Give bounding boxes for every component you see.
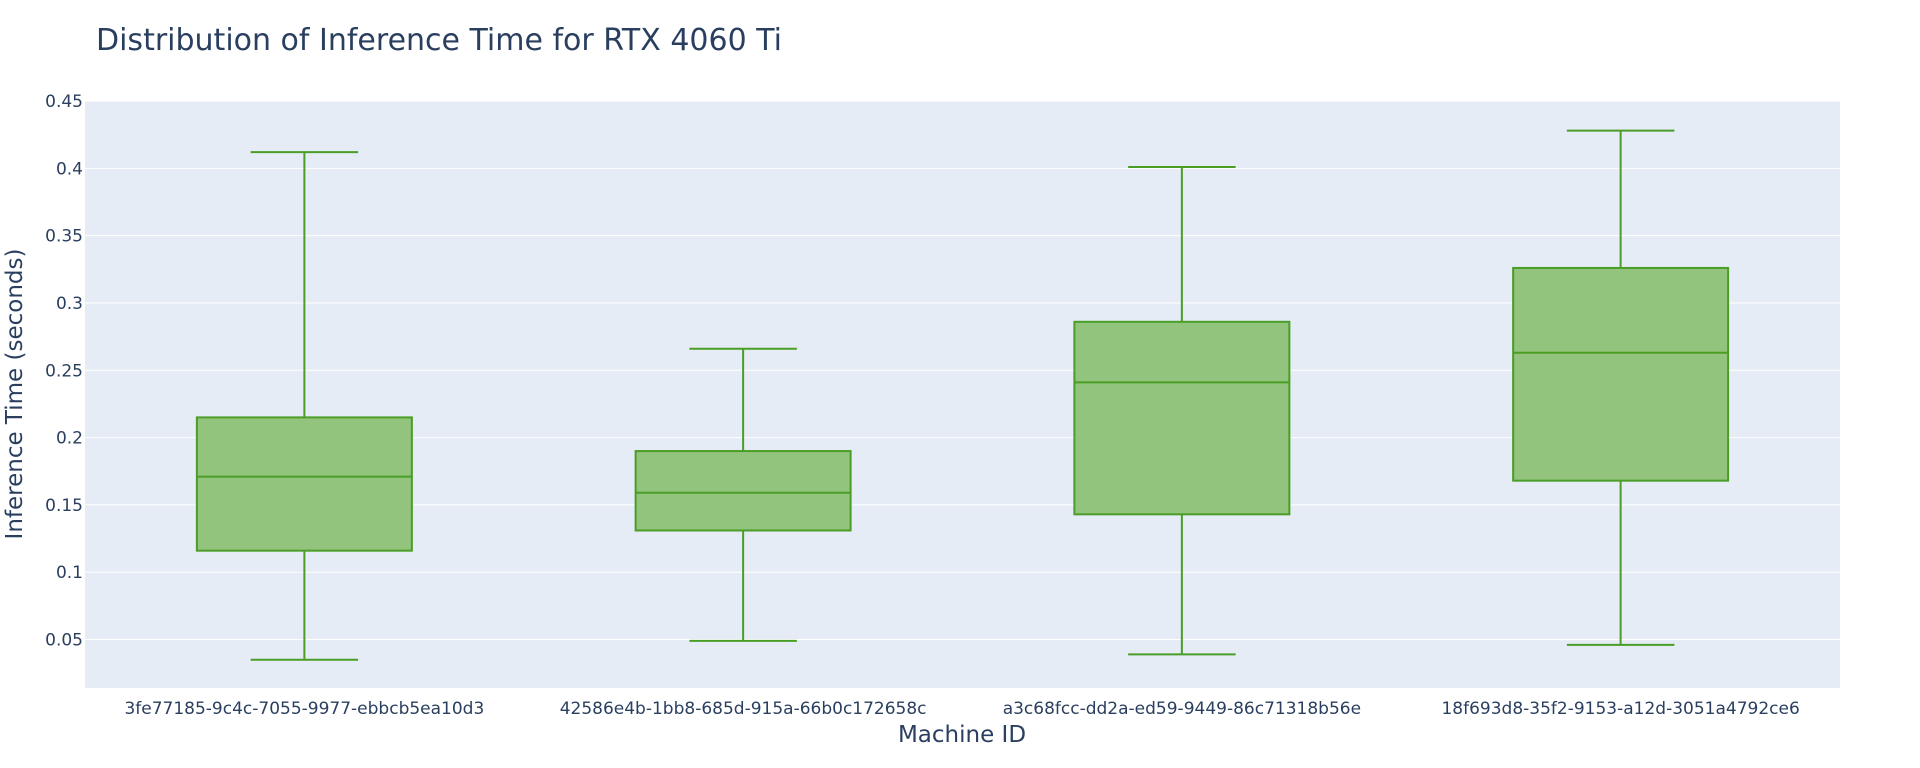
y-tick-label: 0.1 <box>56 563 83 583</box>
y-tick-label: 0.05 <box>45 631 83 651</box>
y-tick-label: 0.45 <box>45 92 83 112</box>
iqr-box <box>1512 266 1730 482</box>
x-axis-title: Machine ID <box>898 722 1026 748</box>
y-axis-title: Inference Time (seconds) <box>2 249 28 540</box>
chart-title: Distribution of Inference Time for RTX 4… <box>96 23 782 58</box>
y-tick-label: 0.35 <box>45 227 83 247</box>
x-tick-label: a3c68fcc-dd2a-ed59-9449-86c71318b56e <box>1003 699 1361 719</box>
y-tick-label: 0.4 <box>56 159 83 179</box>
x-tick-label: 42586e4b-1bb8-685d-915a-66b0c172658c <box>560 699 927 719</box>
iqr-box <box>634 450 852 532</box>
y-tick-label: 0.15 <box>45 496 83 516</box>
box-4 <box>1512 129 1730 646</box>
y-axis-ticks: 0.05 0.1 0.15 0.2 0.25 0.3 0.35 0.4 0.45 <box>45 92 83 651</box>
iqr-box <box>195 416 413 552</box>
boxes <box>195 129 1730 661</box>
box-3 <box>1073 165 1291 656</box>
x-tick-label: 18f693d8-35f2-9153-a12d-3051a4792ce6 <box>1441 699 1799 719</box>
iqr-box <box>1073 320 1291 516</box>
box-1 <box>195 151 413 661</box>
box-2 <box>634 347 852 642</box>
y-tick-label: 0.3 <box>56 294 83 314</box>
y-tick-label: 0.2 <box>56 429 83 449</box>
x-axis-ticks: 3fe77185-9c4c-7055-9977-ebbcb5ea10d3 4258… <box>124 699 1799 719</box>
x-tick-label: 3fe77185-9c4c-7055-9977-ebbcb5ea10d3 <box>124 699 484 719</box>
y-tick-label: 0.25 <box>45 361 83 381</box>
